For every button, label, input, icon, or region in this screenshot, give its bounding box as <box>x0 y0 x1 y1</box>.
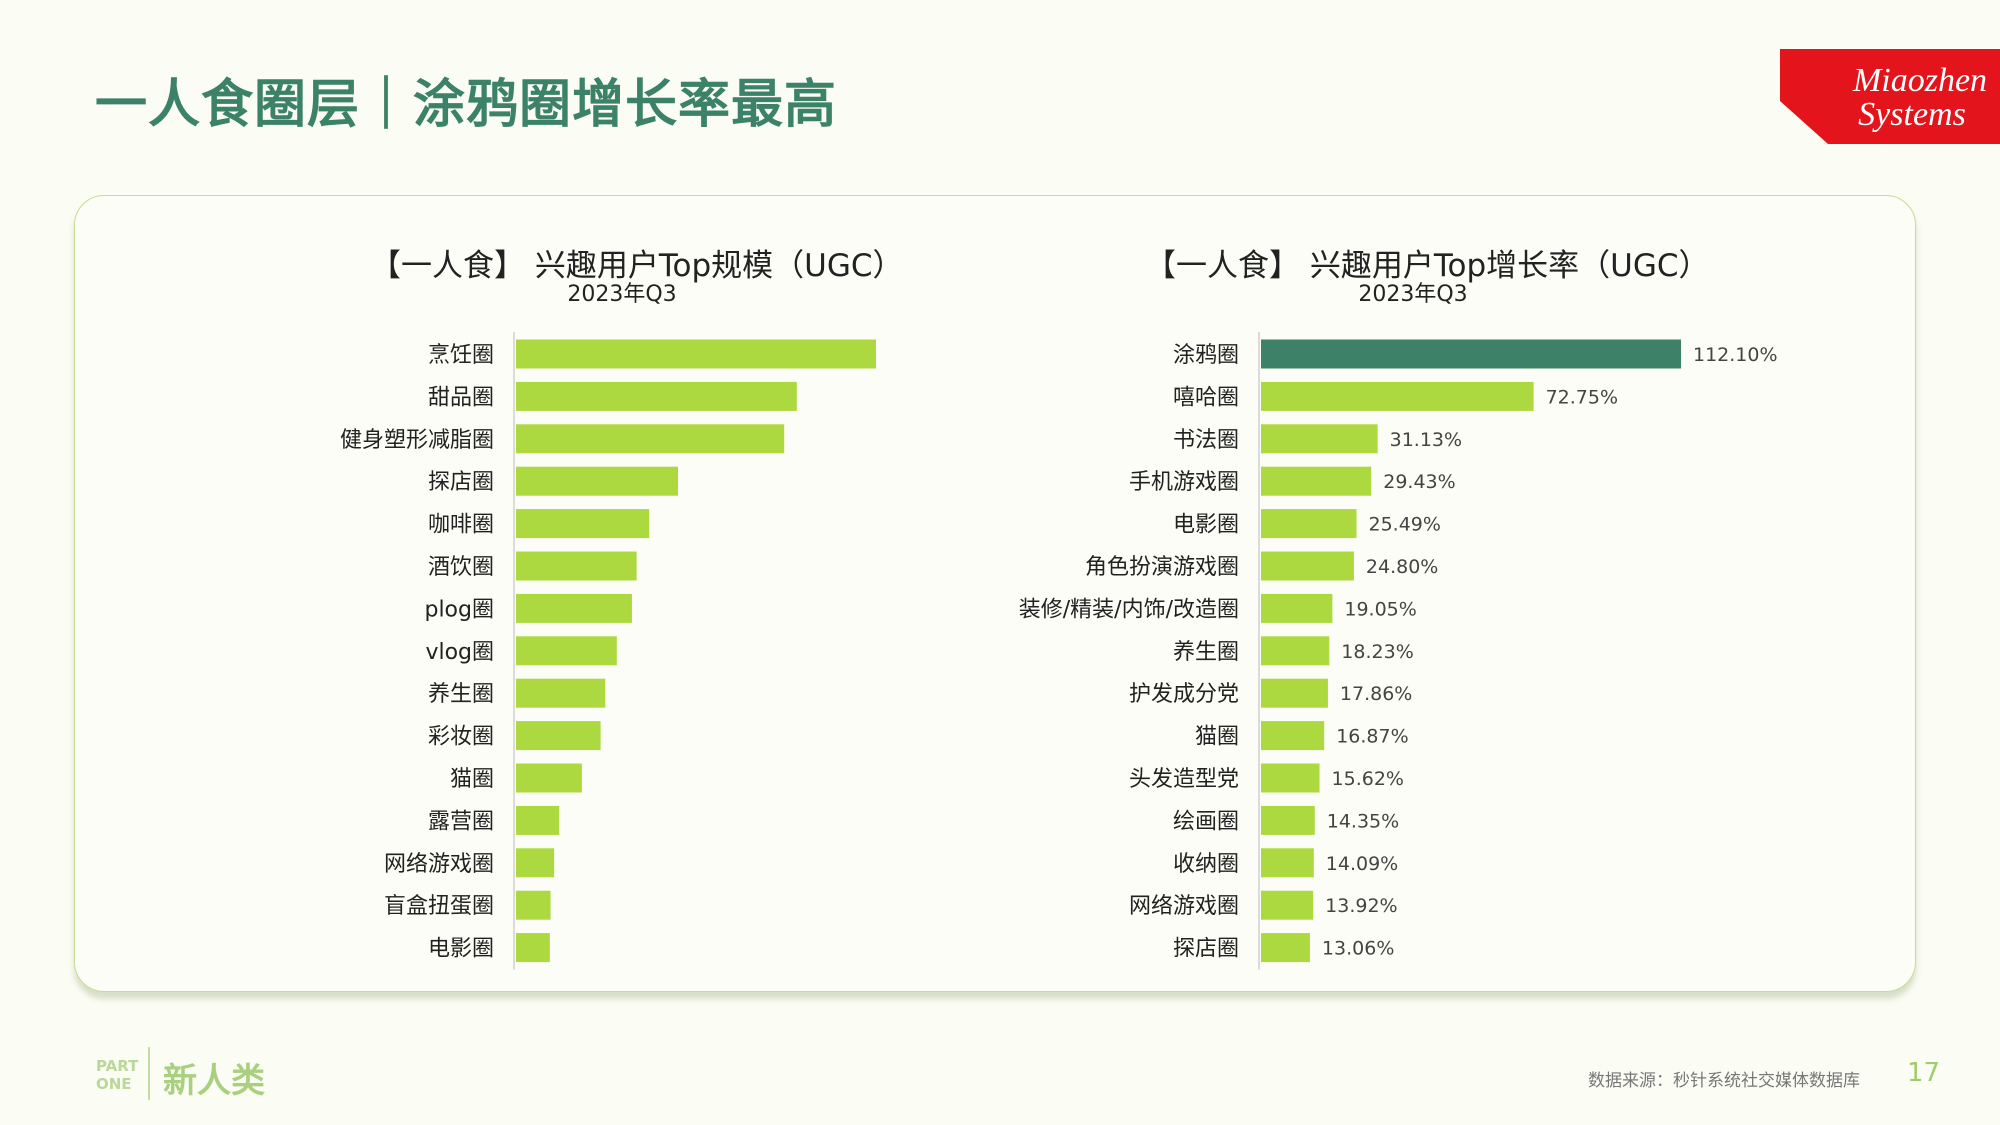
chart-1-category-label: 电影圈 <box>1173 513 1239 538</box>
chart-0-bar <box>516 933 550 963</box>
chart-0-category-label: 盲盒扭蛋圈 <box>384 894 494 919</box>
miaozhen-logo: Miaozhen Systems <box>1780 49 2000 144</box>
chart-0-bar <box>516 466 678 496</box>
chart-1-category-label: 养生圈 <box>1173 640 1239 665</box>
chart-1-bar <box>1261 805 1315 835</box>
chart-1-bar <box>1261 721 1325 751</box>
data-source: 数据来源：秒针系统社交媒体数据库 <box>1588 1071 1860 1091</box>
chart-1-category-label: 绘画圈 <box>1173 809 1239 834</box>
chart-0-bar <box>516 551 637 581</box>
chart-0-category-label: 健身塑形减脂圈 <box>340 428 494 453</box>
chart-0-category-label: 探店圈 <box>428 470 494 495</box>
chart-1-data-label: 25.49% <box>1369 514 1441 536</box>
chart-0-bar <box>516 381 797 411</box>
left-chart-subtitle: 2023年Q3 <box>567 282 677 307</box>
chart-1-data-label: 24.80% <box>1366 556 1438 578</box>
chart-0-bar <box>516 509 650 539</box>
chart-0-bar <box>516 593 632 623</box>
chart-1-data-label: 29.43% <box>1383 471 1455 493</box>
chart-1-category-label: 书法圈 <box>1173 428 1239 453</box>
chart-1-category-label: 网络游戏圈 <box>1129 894 1239 919</box>
chart-1-bar <box>1261 339 1681 369</box>
chart-1-category-label: 护发成分党 <box>1129 682 1239 707</box>
chart-0-category-label: 甜品圈 <box>428 385 494 410</box>
page-number: 17 <box>1907 1058 1941 1088</box>
chart-0-category-label: 猫圈 <box>450 767 494 792</box>
chart-0-bar <box>516 721 601 751</box>
chart-1-bar <box>1261 551 1354 581</box>
logo-line2: Systems <box>1858 96 1966 133</box>
chart-1-bar <box>1261 509 1357 539</box>
chart-1-data-label: 17.86% <box>1340 683 1412 705</box>
chart-1-category-label: 收纳圈 <box>1173 852 1239 877</box>
chart-0-bar <box>516 636 617 666</box>
chart-1-bar <box>1261 424 1378 454</box>
chart-0-category-label: vlog圈 <box>425 640 494 665</box>
chart-1-category-label: 头发造型党 <box>1129 767 1239 792</box>
chart-0-bar <box>516 424 785 454</box>
chart-0-category-label: 彩妆圈 <box>428 725 494 750</box>
chart-1-category-label: 猫圈 <box>1195 725 1239 750</box>
chart-0-bar <box>516 763 582 793</box>
chart-1-data-label: 72.75% <box>1546 386 1618 408</box>
footer-part-line2: ONE <box>96 1075 132 1093</box>
chart-1-data-label: 15.62% <box>1332 768 1404 790</box>
chart-1-category-label: 装修/精装/内饰/改造圈 <box>1019 597 1239 622</box>
chart-1-data-label: 31.13% <box>1390 429 1462 451</box>
chart-1-category-label: 手机游戏圈 <box>1129 470 1239 495</box>
page-title: 一人食圈层｜涂鸦圈增长率最高 <box>95 75 838 135</box>
chart-1-data-label: 14.09% <box>1326 853 1398 875</box>
chart-1-category-label: 嘻哈圈 <box>1173 385 1239 410</box>
chart-1-bar <box>1261 678 1328 708</box>
chart-0-category-label: 养生圈 <box>428 682 494 707</box>
chart-1-data-label: 13.92% <box>1325 895 1397 917</box>
chart-1-bar <box>1261 381 1534 411</box>
chart-0-category-label: 电影圈 <box>428 937 494 962</box>
chart-1-data-label: 18.23% <box>1341 641 1413 663</box>
logo-red-shape <box>1780 49 2000 144</box>
chart-0-category-label: 咖啡圈 <box>428 513 494 538</box>
chart-0-category-label: plog圈 <box>424 597 494 622</box>
chart-1-category-label: 探店圈 <box>1173 937 1239 962</box>
logo-line1: Miaozhen <box>1852 62 1987 99</box>
chart-0-category-label: 酒饮圈 <box>428 555 494 580</box>
chart-1-bar <box>1261 763 1320 793</box>
chart-1-data-label: 13.06% <box>1322 938 1394 960</box>
right-chart-title: 【一人食】 兴趣用户Top增长率（UGC） <box>1145 248 1710 284</box>
chart-0-bar <box>516 678 606 708</box>
footer-part-line1: PART <box>96 1057 139 1075</box>
chart-1-data-label: 19.05% <box>1344 598 1416 620</box>
chart-1-category-label: 角色扮演游戏圈 <box>1085 555 1239 580</box>
footer-section-name: 新人类 <box>163 1061 265 1101</box>
chart-panel <box>74 195 1916 992</box>
left-chart-title: 【一人食】 兴趣用户Top规模（UGC） <box>370 248 904 284</box>
chart-0-bar <box>516 890 551 920</box>
chart-1-category-label: 涂鸦圈 <box>1173 343 1239 368</box>
chart-1-bar <box>1261 636 1330 666</box>
chart-1-data-label: 14.35% <box>1327 810 1399 832</box>
chart-1-data-label: 16.87% <box>1336 726 1408 748</box>
footer-part-label: PART ONE <box>96 1057 138 1093</box>
chart-1-bar <box>1261 890 1314 920</box>
chart-1-bar <box>1261 593 1333 623</box>
chart-0-category-label: 露营圈 <box>428 809 494 834</box>
chart-0-category-label: 烹饪圈 <box>428 343 494 368</box>
chart-1-bar <box>1261 848 1314 878</box>
chart-0-category-label: 网络游戏圈 <box>384 852 494 877</box>
chart-1-bar <box>1261 933 1310 963</box>
chart-0-bar <box>516 848 555 878</box>
footer-divider <box>148 1047 150 1100</box>
chart-0-bar <box>516 339 876 369</box>
chart-1-bar <box>1261 466 1372 496</box>
right-chart-subtitle: 2023年Q3 <box>1358 282 1468 307</box>
chart-0-bar <box>516 805 560 835</box>
chart-1-data-label: 112.10% <box>1693 344 1778 366</box>
